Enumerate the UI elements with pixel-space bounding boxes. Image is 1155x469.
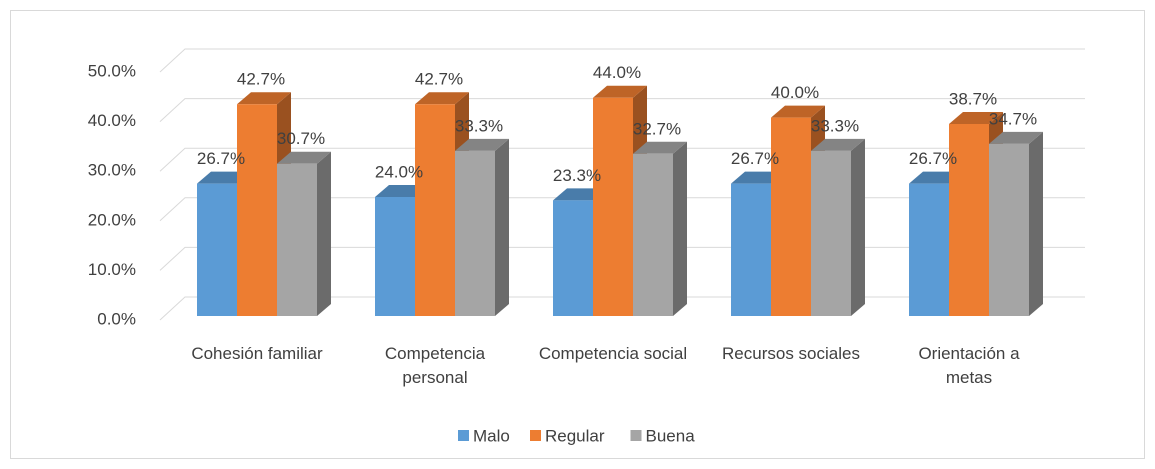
bar-face — [989, 131, 1043, 144]
x-tick-label: Cohesión familiar — [191, 344, 323, 363]
legend-label: Malo — [473, 426, 510, 445]
y-tick-label: 10.0% — [88, 260, 136, 279]
data-label: 33.3% — [811, 116, 859, 135]
bar-face — [633, 153, 673, 316]
bar-face — [811, 138, 865, 151]
bar-face — [277, 163, 317, 316]
bar-face — [455, 150, 495, 316]
bar — [811, 138, 865, 316]
data-label: 32.7% — [633, 119, 681, 138]
bar-face — [455, 138, 509, 151]
bar-face — [415, 104, 455, 316]
x-tick-label: Competencia social — [538, 344, 688, 363]
data-label: 26.7% — [731, 149, 779, 168]
grid-line — [159, 98, 1085, 122]
data-label: 42.7% — [237, 70, 285, 89]
bar-face — [949, 124, 989, 316]
grid-line — [159, 48, 1085, 73]
y-tick-label: 20.0% — [88, 210, 136, 229]
bar-face — [731, 183, 771, 316]
bar-face — [495, 138, 509, 316]
bar-face — [771, 117, 811, 316]
bar-face — [851, 138, 865, 316]
bar — [989, 131, 1043, 316]
legend-swatch — [630, 430, 642, 441]
bar-face — [593, 97, 633, 316]
x-tick-label: Orientación a metas — [918, 344, 1020, 387]
bar-face — [593, 85, 647, 98]
bar — [633, 141, 687, 316]
legend-label: Buena — [646, 426, 696, 445]
data-label: 38.7% — [949, 90, 997, 109]
x-tick-label: Recursos sociales — [722, 344, 860, 363]
bar-face — [277, 151, 331, 164]
data-label: 42.7% — [415, 70, 463, 89]
bar-face — [811, 150, 851, 316]
bar-face — [633, 141, 687, 154]
y-tick-label: 50.0% — [88, 61, 136, 80]
data-label: 44.0% — [593, 63, 641, 82]
bar-face — [197, 183, 237, 316]
bar-face — [415, 92, 469, 105]
data-label: 34.7% — [989, 109, 1037, 128]
bar-face — [553, 200, 593, 316]
data-label: 24.0% — [375, 162, 423, 181]
y-tick-label: 40.0% — [88, 111, 136, 130]
legend-swatch — [458, 430, 469, 441]
data-label: 23.3% — [553, 166, 601, 185]
bar-face — [237, 104, 277, 316]
bar — [277, 151, 331, 316]
bar-face — [771, 105, 825, 118]
legend-label: Regular — [545, 426, 605, 445]
data-label: 26.7% — [909, 149, 957, 168]
bar-face — [1029, 131, 1043, 316]
legend-swatch — [530, 430, 541, 441]
data-label: 40.0% — [771, 83, 819, 102]
bar-face — [673, 141, 687, 316]
y-tick-label: 30.0% — [88, 161, 136, 180]
data-label: 26.7% — [197, 149, 245, 168]
bar-face — [375, 196, 415, 316]
bar-face — [989, 143, 1029, 316]
bar-face — [909, 183, 949, 316]
data-label: 30.7% — [277, 129, 325, 148]
bar-face — [237, 92, 291, 105]
bar-face — [949, 112, 1003, 125]
x-tick-label: Competencia personal — [384, 344, 486, 387]
y-tick-label: 0.0% — [97, 309, 136, 328]
data-label: 33.3% — [455, 116, 503, 135]
bar — [455, 138, 509, 316]
bar-face — [317, 151, 331, 316]
